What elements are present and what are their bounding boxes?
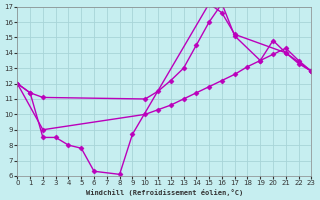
X-axis label: Windchill (Refroidissement éolien,°C): Windchill (Refroidissement éolien,°C) [86,189,243,196]
